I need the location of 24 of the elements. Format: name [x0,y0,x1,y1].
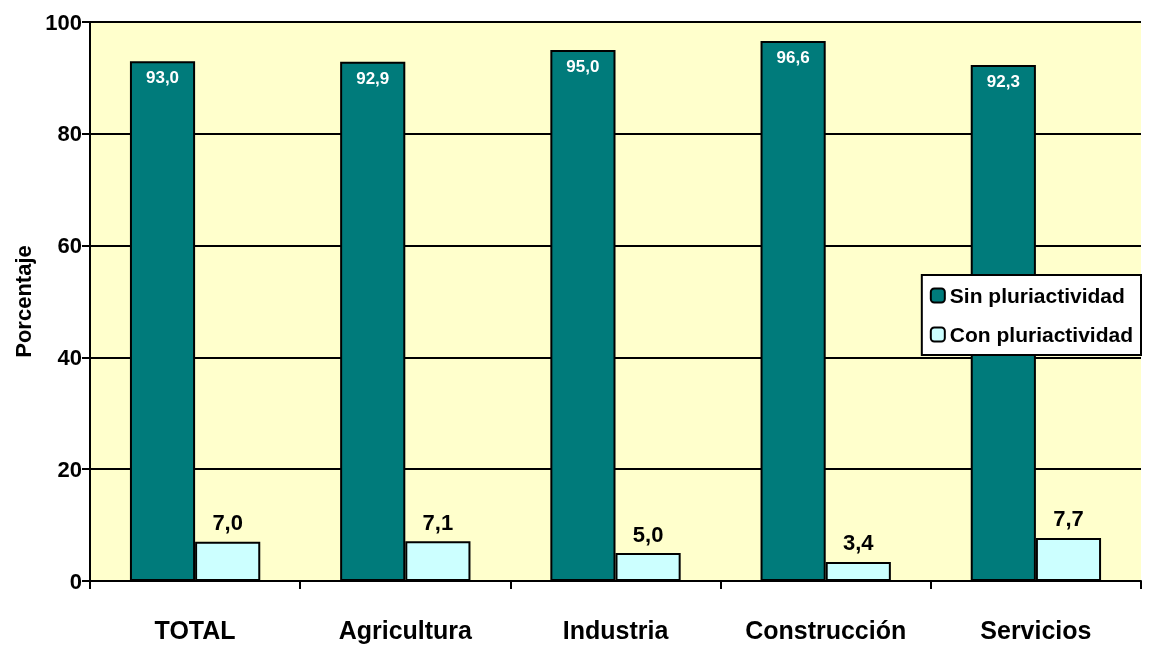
y-tick-label: 0 [69,568,82,594]
x-tick-label: Servicios [980,615,1092,644]
y-tick-label: 80 [57,121,82,147]
data-label: 7,1 [422,509,454,535]
x-tick-label: TOTAL [154,615,236,644]
y-tick-label: 100 [45,9,82,35]
legend-label: Con pluriactividad [949,323,1133,346]
y-tick-label: 20 [57,456,82,482]
data-label: 95,0 [566,56,600,76]
data-label: 92,3 [986,72,1020,92]
x-tick-label: Construcción [745,615,907,644]
y-tick-label: 60 [57,233,82,259]
x-tick-label: Agricultura [338,615,474,644]
data-label: 7,0 [212,510,243,536]
y-tick-label: 40 [57,344,82,370]
data-label: 93,0 [145,68,180,88]
legend-label: Sin pluriactividad [949,284,1125,307]
x-tick-label: Industria [562,615,670,644]
data-label: 3,4 [842,530,875,556]
data-label: 96,6 [776,48,810,68]
data-label: 5,0 [632,521,664,547]
data-label: 92,9 [356,68,390,88]
data-label: 7,7 [1053,506,1084,532]
y-axis-title: Porcentaje [10,245,36,358]
